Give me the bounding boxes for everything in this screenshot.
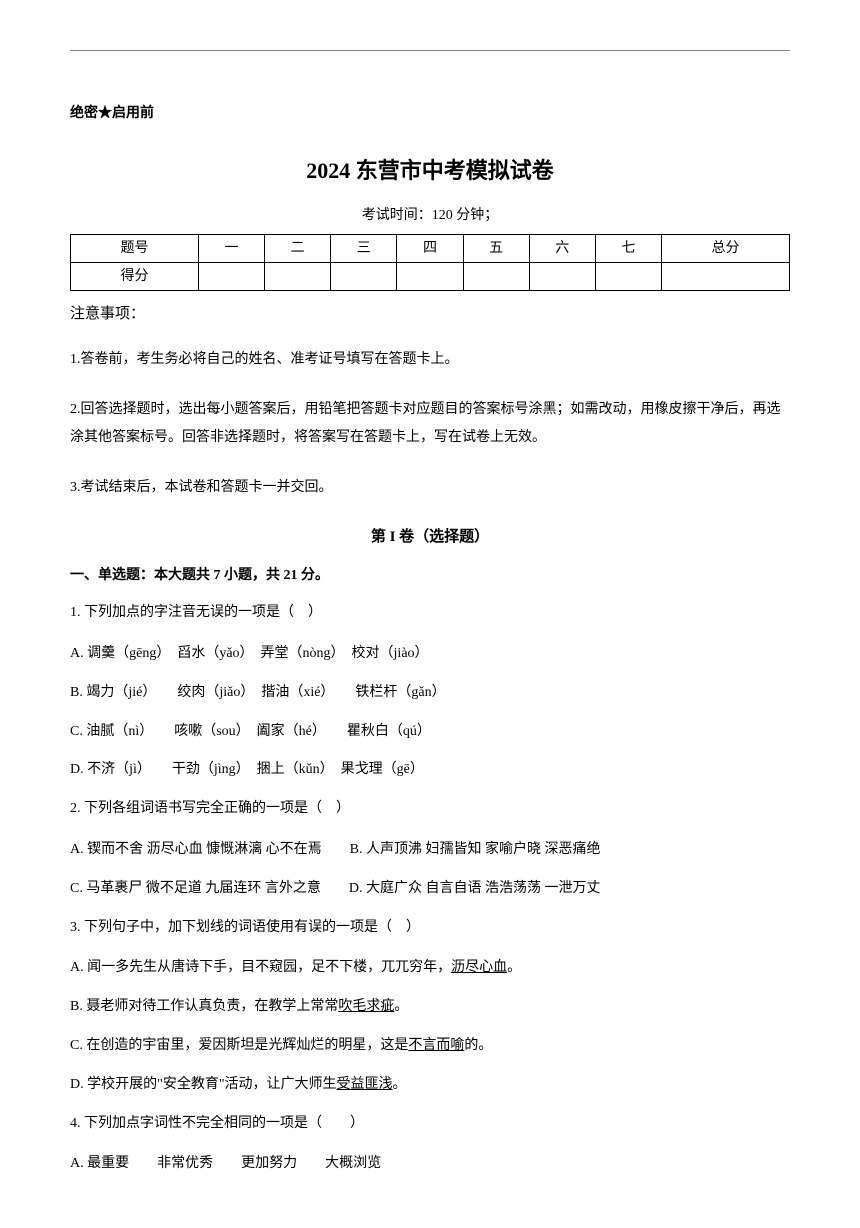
question-4-option-a: A. 最重要 非常优秀 更加努力 大概浏览	[70, 1149, 790, 1180]
question-1-option-d: D. 不济（jì） 干劲（jìng） 捆上（kǔn） 果戈理（gē）	[70, 755, 790, 786]
question-3-stem: 3. 下列句子中，加下划线的词语使用有误的一项是（ ）	[70, 913, 790, 944]
question-2-option-b: B. 人声顶沸 妇孺皆知 家喻户晓 深恶痛绝	[350, 842, 601, 857]
table-cell	[397, 262, 463, 290]
table-cell: 七	[595, 234, 661, 262]
table-cell: 六	[529, 234, 595, 262]
notice-item: 1.答卷前，考生务必将自己的姓名、准考证号填写在答题卡上。	[70, 346, 790, 374]
subsection-heading: 一、单选题：本大题共 7 小题，共 21 分。	[70, 563, 790, 588]
table-header-row: 题号 一 二 三 四 五 六 七 总分	[71, 234, 790, 262]
table-cell: 得分	[71, 262, 199, 290]
option-text: B. 聂老师对待工作认真负责，在教学上常常	[70, 999, 338, 1014]
question-3-option-d: D. 学校开展的"安全教育"活动，让广大师生受益匪浅。	[70, 1070, 790, 1101]
table-cell	[529, 262, 595, 290]
question-4-stem: 4. 下列加点字词性不完全相同的一项是（ ）	[70, 1109, 790, 1140]
option-text: D. 学校开展的"安全教育"活动，让广大师生	[70, 1077, 337, 1092]
table-cell	[265, 262, 331, 290]
question-3-option-a: A. 闻一多先生从唐诗下手，目不窥园，足不下楼，兀兀穷年，沥尽心血。	[70, 953, 790, 984]
underlined-term: 受益匪浅	[337, 1077, 393, 1092]
table-cell	[331, 262, 397, 290]
question-2-option-a: A. 锲而不舍 沥尽心血 慷慨淋漓 心不在焉	[70, 842, 322, 857]
question-2-option-d: D. 大庭广众 自言自语 浩浩荡荡 一泄万丈	[349, 881, 601, 896]
table-cell	[198, 262, 264, 290]
underlined-term: 吹毛求疵	[338, 999, 394, 1014]
option-text: 的。	[464, 1038, 492, 1053]
table-cell: 三	[331, 234, 397, 262]
question-3-option-c: C. 在创造的宇宙里，爱因斯坦是光辉灿烂的明星，这是不言而喻的。	[70, 1031, 790, 1062]
table-cell: 二	[265, 234, 331, 262]
option-term: 非常优秀	[157, 1156, 213, 1171]
table-cell: 总分	[662, 234, 790, 262]
notice-item: 2.回答选择题时，选出每小题答案后，用铅笔把答题卡对应题目的答案标号涂黑；如需改…	[70, 396, 790, 452]
option-text: A. 闻一多先生从唐诗下手，目不窥园，足不下楼，兀兀穷年，	[70, 960, 451, 975]
option-text: 。	[394, 999, 408, 1014]
table-cell	[463, 262, 529, 290]
table-cell: 题号	[71, 234, 199, 262]
option-term: A. 最重要	[70, 1156, 129, 1171]
option-text: 。	[507, 960, 521, 975]
section-title: 第 I 卷（选择题）	[70, 524, 790, 551]
table-score-row: 得分	[71, 262, 790, 290]
question-1-option-c: C. 油腻（nì） 咳嗽（sou） 阖家（hé） 瞿秋白（qú）	[70, 717, 790, 748]
table-cell	[595, 262, 661, 290]
notice-header: 注意事项：	[70, 301, 790, 328]
underlined-term: 不言而喻	[408, 1038, 464, 1053]
question-2-options-row1: A. 锲而不舍 沥尽心血 慷慨淋漓 心不在焉 B. 人声顶沸 妇孺皆知 家喻户晓 …	[70, 835, 790, 866]
question-1-option-b: B. 竭力（jié） 绞肉（jiǎo） 揩油（xié） 铁栏杆（gǎn）	[70, 678, 790, 709]
option-term: 更加努力	[241, 1156, 297, 1171]
option-text: C. 在创造的宇宙里，爱因斯坦是光辉灿烂的明星，这是	[70, 1038, 408, 1053]
exam-title: 2024 东营市中考模拟试卷	[70, 151, 790, 191]
table-cell	[662, 262, 790, 290]
question-3-option-b: B. 聂老师对待工作认真负责，在教学上常常吹毛求疵。	[70, 992, 790, 1023]
question-1-stem: 1. 下列加点的字注音无误的一项是（ ）	[70, 598, 790, 629]
question-2-stem: 2. 下列各组词语书写完全正确的一项是（ ）	[70, 794, 790, 825]
exam-time-label: 考试时间：120 分钟；	[70, 203, 790, 228]
notice-item: 3.考试结束后，本试卷和答题卡一并交回。	[70, 474, 790, 502]
top-border-line	[70, 50, 790, 51]
table-cell: 五	[463, 234, 529, 262]
question-2-option-c: C. 马革裹尸 微不足道 九届连环 言外之意	[70, 881, 321, 896]
score-table: 题号 一 二 三 四 五 六 七 总分 得分	[70, 234, 790, 291]
option-term: 大概浏览	[325, 1156, 381, 1171]
table-cell: 四	[397, 234, 463, 262]
question-1-option-a: A. 调羹（gēng） 舀水（yǎo） 弄堂（nòng） 校对（jiào）	[70, 639, 790, 670]
classified-label: 绝密★启用前	[70, 101, 790, 126]
option-text: 。	[393, 1077, 407, 1092]
table-cell: 一	[198, 234, 264, 262]
question-2-options-row2: C. 马革裹尸 微不足道 九届连环 言外之意 D. 大庭广众 自言自语 浩浩荡荡 …	[70, 874, 790, 905]
underlined-term: 沥尽心血	[451, 960, 507, 975]
